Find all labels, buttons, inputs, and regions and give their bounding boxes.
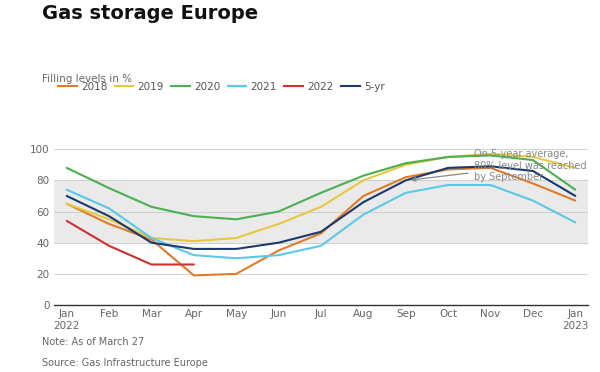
2021: [190, 253, 197, 257]
2019: [445, 155, 452, 159]
2020: [275, 209, 282, 214]
2021: [317, 244, 325, 248]
2021: [275, 253, 282, 257]
2022: [63, 219, 70, 223]
2021: [148, 236, 155, 240]
2022: [190, 262, 197, 267]
5-yr: [402, 178, 409, 183]
2018: [317, 231, 325, 235]
5-yr: [275, 240, 282, 245]
5-yr: [63, 194, 70, 198]
2019: [529, 155, 536, 159]
2021: [106, 206, 113, 211]
2020: [572, 187, 579, 192]
5-yr: [148, 240, 155, 245]
2020: [529, 158, 536, 162]
2020: [445, 155, 452, 159]
2018: [529, 181, 536, 186]
2018: [360, 194, 367, 198]
2020: [63, 166, 70, 170]
Legend: 2018, 2019, 2020, 2021, 2022, 5-yr: 2018, 2019, 2020, 2021, 2022, 5-yr: [54, 78, 389, 96]
2018: [402, 175, 409, 179]
2018: [190, 273, 197, 278]
2019: [402, 163, 409, 167]
2021: [529, 198, 536, 203]
2020: [487, 153, 494, 158]
5-yr: [445, 166, 452, 170]
2018: [148, 237, 155, 242]
Line: 2021: 2021: [67, 185, 575, 258]
2021: [487, 183, 494, 187]
2021: [572, 220, 579, 225]
Line: 5-yr: 5-yr: [67, 166, 575, 249]
5-yr: [529, 169, 536, 173]
2020: [190, 214, 197, 218]
5-yr: [572, 194, 579, 198]
5-yr: [233, 247, 240, 251]
2020: [148, 205, 155, 209]
2020: [360, 173, 367, 178]
Text: On 5-year average,
80% level was reached
by September: On 5-year average, 80% level was reached…: [412, 149, 586, 182]
2019: [190, 239, 197, 243]
2020: [233, 217, 240, 222]
2021: [63, 187, 70, 192]
2021: [445, 183, 452, 187]
Line: 2019: 2019: [67, 154, 575, 241]
2019: [106, 217, 113, 222]
Text: Note: As of March 27: Note: As of March 27: [42, 337, 144, 347]
5-yr: [487, 164, 494, 169]
Bar: [54, 180, 588, 243]
2018: [233, 272, 240, 276]
2022: [148, 262, 155, 267]
2018: [63, 202, 70, 206]
2018: [275, 248, 282, 253]
2020: [402, 161, 409, 166]
2019: [360, 178, 367, 183]
2019: [148, 236, 155, 240]
2020: [317, 190, 325, 195]
Line: 2022: 2022: [67, 221, 194, 264]
5-yr: [106, 214, 113, 218]
2018: [572, 198, 579, 203]
5-yr: [190, 247, 197, 251]
Text: Source: Gas Infrastructure Europe: Source: Gas Infrastructure Europe: [42, 358, 208, 368]
Line: 2018: 2018: [67, 168, 575, 275]
Text: Gas storage Europe: Gas storage Europe: [42, 4, 258, 23]
2019: [487, 152, 494, 156]
2019: [63, 202, 70, 206]
2021: [233, 256, 240, 260]
Line: 2020: 2020: [67, 155, 575, 219]
2021: [360, 212, 367, 217]
2018: [487, 166, 494, 170]
2019: [572, 166, 579, 170]
2021: [402, 190, 409, 195]
5-yr: [317, 230, 325, 234]
2018: [106, 222, 113, 226]
2019: [233, 236, 240, 240]
2022: [106, 244, 113, 248]
2018: [445, 167, 452, 171]
2019: [317, 205, 325, 209]
Text: Filling levels in %: Filling levels in %: [42, 74, 132, 84]
5-yr: [360, 200, 367, 204]
2020: [106, 186, 113, 190]
2019: [275, 222, 282, 226]
